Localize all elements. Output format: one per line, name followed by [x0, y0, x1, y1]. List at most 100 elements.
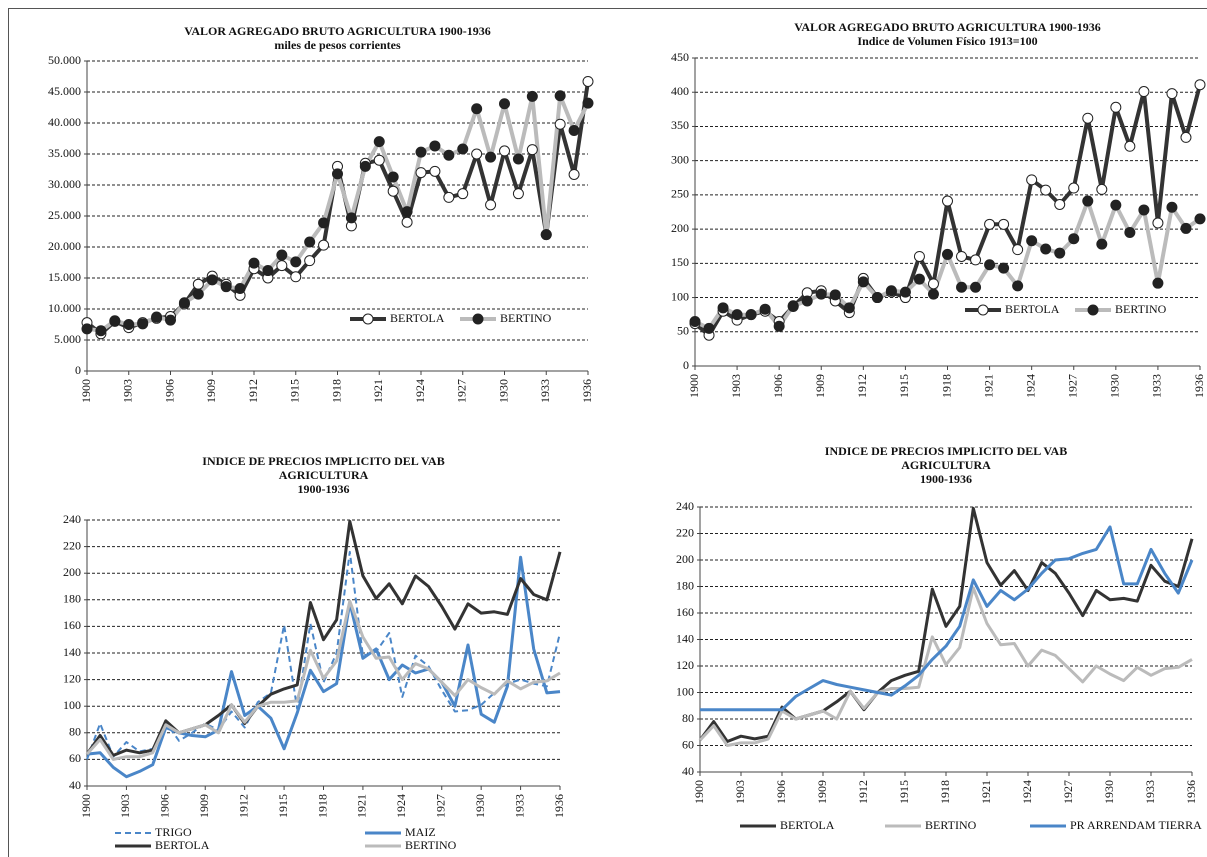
- marker: [95, 325, 107, 337]
- x-tick-label: 1933: [1150, 374, 1164, 398]
- marker: [1096, 238, 1108, 250]
- marker: [1054, 247, 1066, 259]
- marker: [290, 271, 302, 283]
- x-tick-label: 1924: [413, 379, 427, 403]
- x-tick-label: 1903: [121, 379, 135, 403]
- x-tick-label: 1909: [204, 379, 218, 403]
- x-tick-label: 1930: [1108, 374, 1122, 398]
- marker: [843, 302, 855, 314]
- y-tick-label: 50.000: [48, 53, 81, 67]
- marker: [387, 171, 399, 183]
- marker: [457, 143, 469, 155]
- marker: [165, 314, 176, 326]
- y-tick-label: 220: [676, 525, 694, 539]
- x-tick-label: 1912: [856, 780, 870, 804]
- marker: [471, 148, 483, 160]
- y-tick-label: 120: [63, 671, 81, 685]
- marker: [512, 188, 524, 200]
- marker: [485, 151, 497, 163]
- y-tick-label: 30.000: [48, 177, 81, 191]
- chart-title: INDICE DE PRECIOS IMPLICITO DEL VAB: [825, 444, 1067, 458]
- y-tick-label: 180: [676, 578, 694, 592]
- marker: [429, 140, 441, 152]
- marker: [234, 283, 246, 295]
- marker: [373, 154, 385, 166]
- marker: [526, 90, 538, 102]
- x-tick-label: 1915: [897, 374, 911, 398]
- marker: [942, 195, 953, 207]
- marker: [1082, 112, 1094, 124]
- marker: [318, 217, 330, 229]
- marker: [457, 188, 469, 200]
- frame: [8, 8, 1207, 857]
- x-tick-label: 1906: [162, 379, 176, 403]
- x-tick-label: 1933: [512, 794, 526, 818]
- x-tick-label: 1918: [939, 374, 953, 398]
- marker: [998, 262, 1010, 274]
- marker: [956, 281, 968, 293]
- y-tick-label: 40: [682, 764, 694, 778]
- x-tick-label: 1933: [538, 379, 552, 403]
- marker: [1124, 227, 1136, 239]
- marker: [1110, 199, 1122, 211]
- legend-marker: [362, 313, 374, 325]
- x-tick-label: 1903: [733, 780, 747, 804]
- marker: [1096, 183, 1108, 195]
- x-tick-label: 1918: [329, 379, 343, 403]
- chart-title: VALOR AGREGADO BRUTO AGRICULTURA 1900-19…: [794, 20, 1101, 34]
- marker: [1026, 174, 1038, 186]
- y-tick-label: 150: [671, 255, 689, 269]
- marker: [220, 281, 232, 293]
- x-tick-label: 1909: [815, 780, 829, 804]
- legend-label: MAIZ: [405, 825, 436, 839]
- y-tick-label: 45.000: [48, 84, 81, 98]
- y-tick-label: 250: [671, 187, 689, 201]
- x-tick-label: 1921: [981, 374, 995, 398]
- legend-marker: [977, 304, 989, 316]
- marker: [913, 250, 925, 262]
- y-tick-label: 5.000: [54, 332, 81, 346]
- marker: [1012, 244, 1024, 256]
- x-tick-label: 1927: [1061, 780, 1075, 804]
- chart-title: AGRICULTURA: [901, 458, 991, 472]
- legend-label: BERTINO: [1115, 302, 1167, 316]
- y-tick-label: 220: [63, 538, 81, 552]
- y-tick-label: 40: [69, 778, 81, 792]
- marker: [815, 288, 827, 300]
- legend-label: BERTOLA: [390, 311, 445, 325]
- marker: [499, 145, 510, 157]
- marker: [206, 274, 218, 286]
- marker: [1082, 195, 1094, 207]
- x-tick-label: 1912: [246, 379, 260, 403]
- y-tick-label: 40.000: [48, 115, 81, 129]
- marker: [290, 256, 302, 268]
- marker: [927, 278, 939, 290]
- marker: [415, 167, 427, 179]
- legend-marker: [472, 313, 484, 325]
- legend-label: PR ARRENDAM TIERRA: [1070, 818, 1202, 832]
- x-tick-label: 1927: [434, 794, 448, 818]
- marker: [1166, 201, 1178, 213]
- marker: [429, 165, 441, 177]
- x-tick-label: 1936: [552, 794, 566, 818]
- marker: [137, 318, 149, 330]
- y-tick-label: 80: [682, 711, 694, 725]
- marker: [318, 239, 330, 251]
- y-tick-label: 160: [63, 618, 81, 632]
- y-tick-label: 100: [671, 289, 689, 303]
- series-line: [86, 93, 590, 333]
- chart-title: Indice de Volumen Físico 1913=100: [857, 34, 1037, 48]
- y-tick-label: 450: [671, 50, 689, 64]
- chart-title: 1900-1936: [298, 482, 350, 496]
- marker: [485, 199, 497, 211]
- marker: [759, 303, 771, 315]
- series-line: [85, 519, 562, 757]
- x-tick-label: 1903: [118, 794, 132, 818]
- marker: [540, 229, 552, 241]
- y-tick-label: 180: [63, 592, 81, 606]
- y-tick-label: 240: [63, 512, 81, 526]
- x-tick-label: 1906: [771, 374, 785, 398]
- marker: [387, 185, 399, 197]
- y-tick-label: 200: [63, 565, 81, 579]
- marker: [703, 322, 715, 334]
